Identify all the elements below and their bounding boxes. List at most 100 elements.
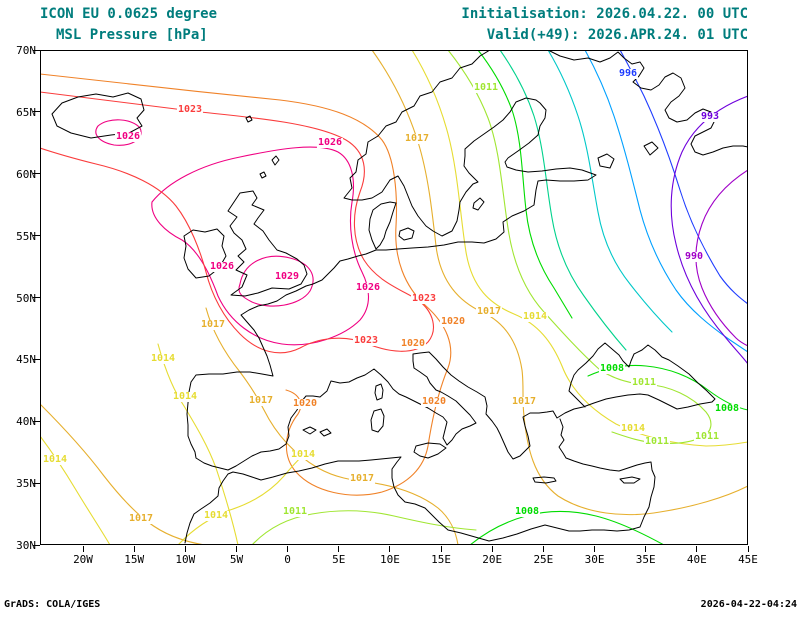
- coastline-path: [259, 171, 267, 179]
- coastline-path: [370, 408, 385, 433]
- contour-label: 1023: [352, 335, 380, 346]
- contour-label: 1017: [403, 133, 431, 144]
- coastline-path: [368, 201, 397, 250]
- contour-label: 1020: [420, 396, 448, 407]
- contour-line-1005: [499, 50, 627, 351]
- contour-line-993: [670, 95, 748, 365]
- contour-label: 1014: [521, 311, 549, 322]
- contour-label: 1020: [399, 338, 427, 349]
- lat-tick: [33, 482, 40, 484]
- lon-tick-label: 20W: [73, 553, 93, 566]
- contour-label: 1026: [354, 282, 382, 293]
- lon-tick: [491, 546, 493, 552]
- creation-timestamp: 2026-04-22-04:24: [700, 599, 797, 610]
- lon-tick: [235, 546, 237, 552]
- contour-label: 1017: [247, 395, 275, 406]
- lon-tick-label: 15W: [124, 553, 145, 566]
- contour-label: 1026: [208, 261, 236, 272]
- model-title: ICON EU 0.0625 degree: [40, 6, 218, 22]
- coastline-path: [305, 50, 597, 287]
- coastline-path: [619, 476, 641, 484]
- lon-tick-label: 35E: [635, 553, 656, 566]
- contour-label: 1017: [475, 306, 503, 317]
- contour-label: 1017: [127, 513, 155, 524]
- grads-credit: GrADS: COLA/IGES: [4, 599, 101, 610]
- contour-line-1014: [157, 343, 239, 545]
- lon-tick-label: 0: [284, 553, 291, 566]
- contour-label: 1020: [291, 398, 319, 409]
- contour-line-990: [695, 169, 748, 347]
- contour-label: 1011: [472, 82, 500, 93]
- lon-tick-label: 10E: [379, 553, 400, 566]
- coastline-path: [643, 141, 659, 156]
- contour-line-1011: [251, 510, 477, 545]
- contour-label: 996: [617, 68, 639, 79]
- lat-tick-label: 30N: [16, 539, 36, 552]
- map-frame: [40, 50, 748, 545]
- lon-tick-label: 40E: [686, 553, 707, 566]
- lat-tick-label: 45N: [16, 353, 36, 367]
- init-time: Initialisation: 2026.04.22. 00 UTC: [461, 6, 748, 22]
- coastline-path: [271, 155, 280, 166]
- contour-label: 990: [683, 251, 705, 262]
- lon-tick: [287, 546, 289, 552]
- contour-label: 993: [699, 111, 721, 122]
- coastline-path: [183, 228, 227, 279]
- contour-label: 1008: [513, 506, 541, 517]
- coastline-path: [472, 197, 485, 211]
- contour-label: 1020: [439, 316, 467, 327]
- coastline-path: [597, 153, 615, 169]
- coastline-path: [245, 115, 253, 123]
- lat-tick: [33, 358, 40, 360]
- lat-tick-label: 70N: [16, 44, 36, 57]
- contour-line-1008: [469, 511, 665, 545]
- contour-label: 1014: [289, 449, 317, 460]
- lon-tick: [133, 546, 135, 552]
- lat-tick: [33, 173, 40, 175]
- lon-tick: [82, 546, 84, 552]
- coastline-path: [302, 426, 317, 435]
- coastline-path: [532, 476, 557, 484]
- contour-label: 1014: [619, 423, 647, 434]
- lat-tick: [33, 297, 40, 298]
- lat-tick: [33, 111, 40, 113]
- lon-tick: [747, 546, 749, 552]
- lon-tick-label: 20E: [482, 553, 503, 566]
- lon-tick-label: 45E: [738, 553, 758, 566]
- lon-tick-label: 5W: [229, 553, 244, 566]
- coastline-path: [547, 50, 748, 156]
- contour-label: 1014: [202, 510, 230, 521]
- lat-tick: [33, 49, 40, 51]
- lon-tick-label: 10W: [175, 553, 196, 566]
- contour-label: 1014: [149, 353, 177, 364]
- contour-line-1017: [371, 50, 748, 516]
- lon-tick: [184, 546, 186, 552]
- lon-tick-label: 30E: [584, 553, 605, 566]
- contour-line-999: [584, 50, 748, 353]
- lat-tick-label: 60N: [16, 167, 36, 181]
- lon-tick-label: 5E: [332, 553, 346, 566]
- lon-tick: [389, 546, 391, 552]
- lon-tick: [542, 546, 544, 552]
- coastline-path: [413, 442, 447, 459]
- contour-label: 1014: [41, 454, 69, 465]
- coastline-path: [319, 428, 332, 437]
- lon-tick: [696, 546, 698, 552]
- lat-tick: [33, 235, 40, 237]
- contour-line-1017: [40, 403, 206, 545]
- coastline-path: [374, 383, 384, 401]
- contour-line-1014: [177, 451, 307, 545]
- contour-line-1014: [40, 435, 111, 545]
- contour-label: 1011: [643, 436, 671, 447]
- contour-label: 1017: [348, 473, 376, 484]
- contour-line-1002: [547, 50, 673, 333]
- lon-tick: [645, 546, 647, 552]
- lat-tick-label: 65N: [16, 105, 36, 119]
- lat-tick-label: 55N: [16, 229, 36, 243]
- lon-tick: [338, 546, 340, 552]
- coastline-path: [398, 227, 415, 241]
- lat-tick-label: 50N: [16, 291, 36, 305]
- contour-label: 1011: [281, 506, 309, 517]
- lat-tick-label: 35N: [16, 477, 36, 491]
